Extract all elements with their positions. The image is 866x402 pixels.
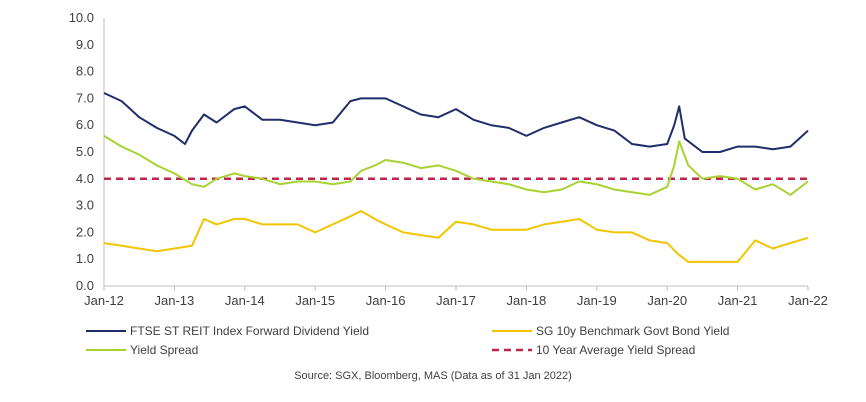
y-tick-label: 4.0 [76, 171, 94, 186]
x-tick-label: Jan-22 [788, 293, 828, 308]
legend-label: FTSE ST REIT Index Forward Dividend Yiel… [130, 324, 369, 338]
y-tick-label: 2.0 [76, 224, 94, 239]
y-tick-label: 10.0 [69, 10, 94, 25]
y-tick-label: 1.0 [76, 251, 94, 266]
legend: FTSE ST REIT Index Forward Dividend Yiel… [86, 324, 729, 357]
y-tick-label: 6.0 [76, 117, 94, 132]
y-tick-label: 9.0 [76, 37, 94, 52]
series-line-ftse-st-reit-index-forward-dividend-yield [103, 92, 809, 153]
y-tick-label: 0.0 [76, 278, 94, 293]
x-tick-label: Jan-12 [84, 293, 124, 308]
x-tick-label: Jan-15 [295, 293, 335, 308]
legend-label: Yield Spread [130, 343, 198, 357]
x-tick-label: Jan-16 [366, 293, 406, 308]
y-tick-label: 8.0 [76, 64, 94, 79]
legend-label: SG 10y Benchmark Govt Bond Yield [536, 324, 729, 338]
x-tick-label: Jan-20 [647, 293, 687, 308]
x-tick-label: Jan-13 [155, 293, 195, 308]
x-axis: Jan-12 Jan-13 Jan-14 Jan-15 Jan-16 Jan-17 Jan-… [84, 285, 828, 308]
source-note: Source: SGX, Bloomberg, MAS (Data as of … [294, 370, 572, 382]
x-tick-label: Jan-18 [507, 293, 547, 308]
x-tick-label: Jan-21 [718, 293, 758, 308]
y-tick-label: 3.0 [76, 198, 94, 213]
y-axis: 0.0 1.0 2.0 3.0 4.0 5.0 6.0 7.0 8.0 9.0 10.0 [69, 10, 105, 293]
y-tick-label: 5.0 [76, 144, 94, 159]
legend-label: 10 Year Average Yield Spread [536, 343, 695, 357]
y-tick-label: 7.0 [76, 90, 94, 105]
x-tick-label: Jan-17 [436, 293, 476, 308]
x-tick-label: Jan-19 [577, 293, 617, 308]
series-line-sg-10y-benchmark-govt-bond-yield [103, 210, 809, 263]
x-tick-label: Jan-14 [225, 293, 265, 308]
series-line-yield-spread [103, 135, 809, 196]
series-lines [103, 92, 809, 263]
